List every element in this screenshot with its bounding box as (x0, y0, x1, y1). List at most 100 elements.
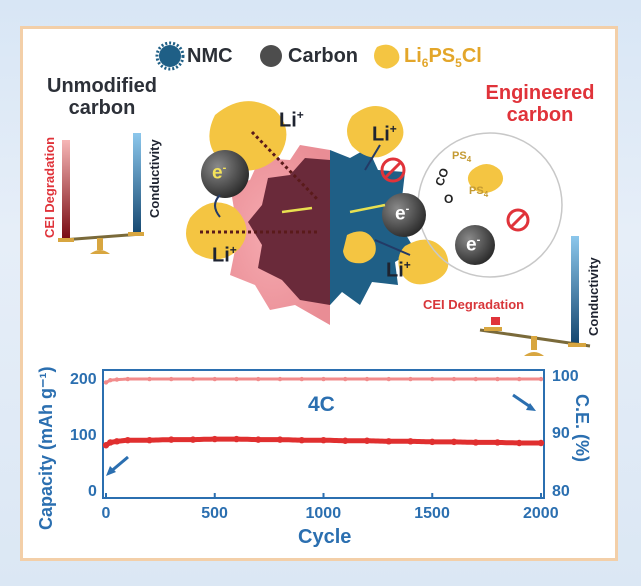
x-tick-marks (105, 493, 542, 498)
capacity-point (450, 438, 458, 446)
capacity-point (124, 436, 131, 444)
right-title-line2: carbon (506, 104, 574, 126)
ce-point (147, 376, 152, 382)
left-title: Unmodified carbon (32, 75, 172, 119)
right-title-line1: Engineered (485, 82, 595, 104)
ce-point (364, 376, 370, 382)
y-right-axis-title: C.E. (%) (572, 394, 592, 463)
ce-point (125, 376, 130, 382)
legend-carbon-label: Carbon (288, 45, 358, 67)
carbon-particle-center (382, 193, 426, 237)
ce-point (408, 376, 413, 382)
capacity-point (537, 439, 545, 447)
electron-label: e- (466, 234, 481, 256)
capacity-point (107, 439, 114, 446)
y-right-tick-label: 80 (552, 483, 570, 500)
ce-point (517, 376, 522, 382)
left-cei-bar (62, 140, 70, 238)
oxygen-label: O (444, 192, 454, 206)
right-title: Engineered carbon (480, 82, 600, 126)
blocked-icon (380, 157, 406, 183)
li-arrows (214, 144, 411, 256)
capacity-point (146, 436, 153, 444)
arrow-left-icon (106, 455, 129, 476)
carbon-particle-left (201, 150, 249, 198)
rate-annotation: 4C (308, 393, 335, 416)
right-cei-label: CEI Degradation (423, 297, 525, 312)
y-left-tick-label: 100 (70, 426, 97, 444)
ce-point (430, 376, 435, 382)
ce-point (256, 376, 261, 382)
x-tick-label: 0 (101, 505, 111, 522)
capacity-point (320, 436, 327, 444)
capacity-point (472, 439, 479, 446)
legend-electrolyte-icon (374, 44, 400, 69)
capacity-point (407, 438, 414, 445)
ce-point (277, 376, 283, 382)
right-cei-bar (491, 317, 500, 325)
y-left-tick-label: 200 (70, 370, 97, 388)
plot-frame (102, 369, 545, 499)
right-conductivity-bar (571, 236, 579, 344)
x-tick-label: 1500 (414, 505, 450, 522)
capacity-point (342, 437, 349, 444)
ce-point (321, 376, 326, 382)
legend-nmc-icon (155, 41, 185, 71)
ce-point (103, 380, 109, 385)
li-ion-label: Li+ (386, 258, 411, 282)
left-balance-icon (58, 232, 144, 254)
capacity-point (516, 439, 523, 447)
ce-point (386, 376, 391, 382)
capacity-point (189, 436, 197, 443)
left-title-line1: Unmodified (47, 75, 157, 97)
li-ion-label: Li+ (212, 243, 237, 267)
legend-carbon-icon (260, 45, 282, 67)
capacity-point (211, 435, 218, 443)
y-right-tick-label: 90 (552, 425, 570, 443)
capacity-point (385, 438, 392, 445)
blocked-icon (506, 208, 530, 232)
ps4-label: PS4 (452, 150, 472, 165)
right-balance-icon (479, 327, 591, 356)
left-conductivity-bar (133, 133, 141, 235)
y-right-tick-label: 100 (552, 367, 579, 385)
capacity-point (276, 436, 284, 443)
x-tick-label: 500 (201, 505, 228, 522)
capacity-point (255, 436, 262, 443)
capacity-point (298, 436, 305, 444)
ce-series (103, 376, 544, 385)
ce-point (190, 376, 196, 382)
li-ion-label: Li+ (372, 122, 397, 146)
ce-point (538, 376, 544, 382)
ce-point (299, 376, 304, 382)
capacity-point (233, 435, 240, 443)
ce-point (495, 376, 500, 382)
ce-point (108, 377, 113, 383)
ce-point (114, 377, 120, 382)
capacity-point (113, 438, 121, 445)
ce-point (234, 376, 239, 382)
y-left-axis-title: Capacity (mAh g⁻¹) (36, 366, 56, 530)
electron-label: e- (395, 203, 410, 225)
nmc-particle (215, 145, 420, 325)
capacity-series (102, 435, 545, 449)
x-tick-label: 1000 (305, 505, 342, 522)
x-tick-label: 2000 (523, 505, 559, 522)
ce-point (212, 376, 217, 382)
ce-point (451, 376, 457, 382)
x-axis-title: Cycle (298, 526, 352, 548)
left-title-line2: carbon (68, 97, 136, 119)
ce-point (169, 376, 174, 382)
legend-electrolyte-label: Li6PS5Cl (404, 45, 482, 70)
electrolyte-particles (186, 101, 504, 285)
ps4-label: PS4 (469, 185, 489, 200)
arrow-right-icon (512, 393, 536, 411)
li-ion-label: Li+ (279, 108, 304, 132)
electron-label: e- (212, 162, 227, 184)
electron-arrows (281, 203, 386, 214)
capacity-point (168, 436, 175, 443)
ce-point (473, 376, 478, 382)
capacity-point (494, 439, 501, 446)
